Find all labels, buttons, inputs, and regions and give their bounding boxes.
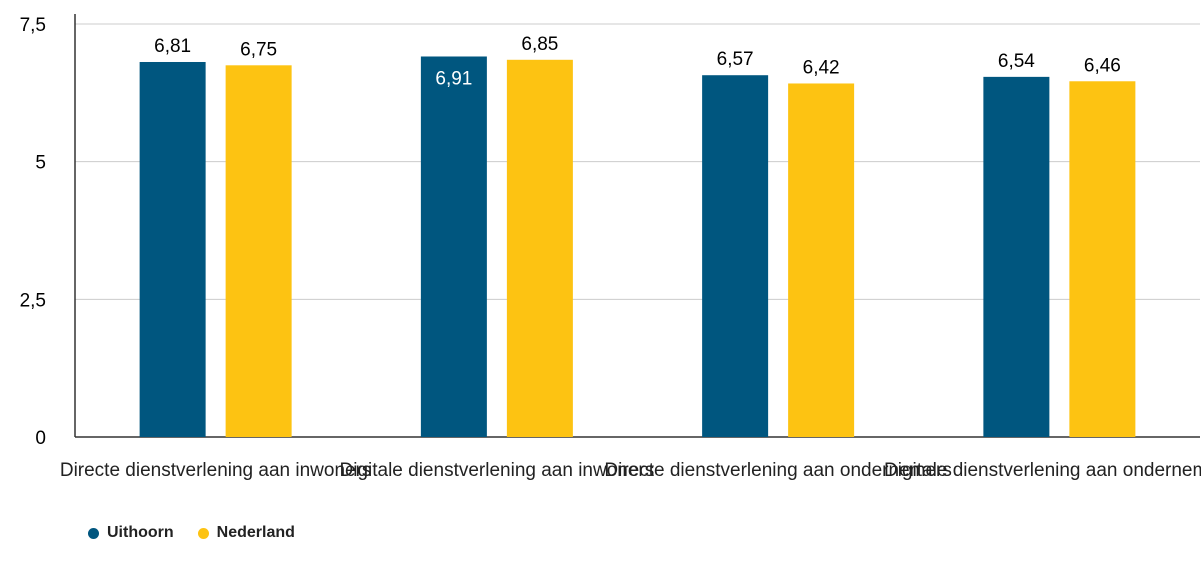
bar-nederland xyxy=(506,59,573,437)
legend-label-nederland: Nederland xyxy=(216,524,295,541)
data-label: 6,54 xyxy=(998,51,1035,72)
y-tick-label: 2,5 xyxy=(20,290,46,311)
bar-nederland xyxy=(1069,81,1136,437)
legend-marker-nederland xyxy=(197,527,209,539)
data-label: 6,81 xyxy=(154,36,191,57)
x-category-label: Digitale dienstverlening aan ondernemers xyxy=(884,460,1201,481)
bar-uithoorn xyxy=(420,56,487,438)
x-category-label: Directe dienstverlening aan inwoners xyxy=(60,460,372,481)
data-label: 6,46 xyxy=(1084,55,1121,76)
data-label: 6,42 xyxy=(803,57,840,78)
legend-label-uithoorn: Uithoorn xyxy=(107,524,174,541)
bar-uithoorn xyxy=(983,76,1050,437)
data-label: 6,57 xyxy=(717,49,754,70)
legend-marker-uithoorn xyxy=(88,527,99,539)
data-label: 6,91 xyxy=(435,68,472,89)
data-label: 6,85 xyxy=(521,34,558,55)
y-tick-label: 0 xyxy=(35,428,46,449)
y-axis-ticks: 0 2,5 5 7,5 xyxy=(20,15,46,449)
bar-nederland xyxy=(225,65,292,438)
y-tick-label: 7,5 xyxy=(20,15,46,36)
x-axis-category-labels: Directe dienstverlening aan inwonersDigi… xyxy=(60,460,1201,481)
y-tick-label: 5 xyxy=(35,153,46,174)
bars xyxy=(139,56,1136,438)
bar-uithoorn xyxy=(702,75,769,437)
legend-item-nederland: Nederland xyxy=(197,524,295,542)
legend: Uithoorn Nederland xyxy=(88,524,295,542)
x-category-label: Directe dienstverlening aan ondernemers xyxy=(604,460,951,481)
data-labels: 6,81 6,75 6,91 6,85 6,57 6,42 6,54 6,46 xyxy=(154,34,1121,90)
data-label: 6,75 xyxy=(240,39,277,60)
bar-nederland xyxy=(788,83,855,438)
legend-item-uithoorn: Uithoorn xyxy=(88,524,174,542)
bar-uithoorn xyxy=(139,61,206,437)
x-category-label: Digitale dienstverlening aan inwoners xyxy=(340,460,655,481)
